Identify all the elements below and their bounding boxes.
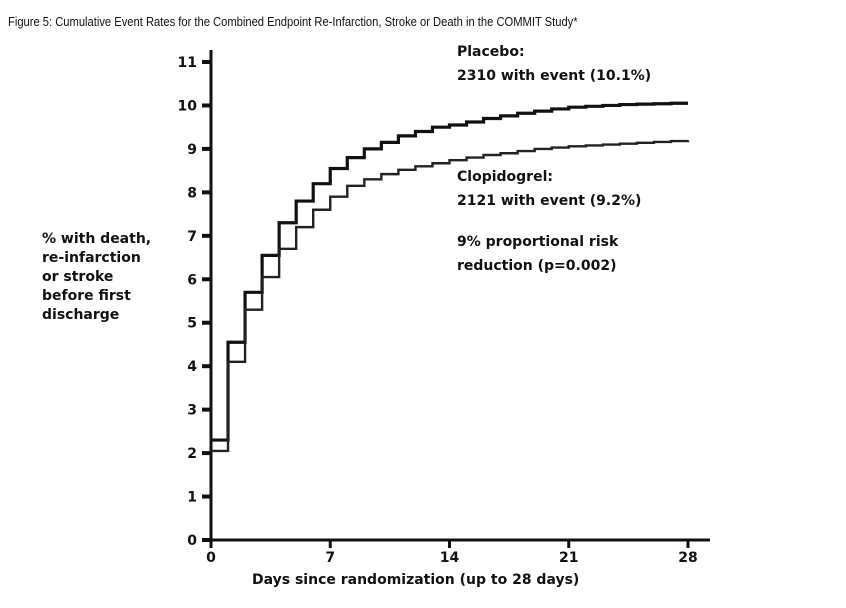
y-tick-label: 11 bbox=[178, 55, 197, 71]
x-tick-label: 14 bbox=[440, 550, 460, 566]
y-tick-label: 9 bbox=[187, 142, 197, 158]
y-tick-label: 4 bbox=[187, 359, 197, 375]
y-tick-label: 7 bbox=[187, 229, 197, 245]
y-tick-label: 6 bbox=[187, 272, 197, 288]
axes: 0 1 2 3 4 5 6 7 8 9 10 11 0 7 14 21 28 bbox=[178, 50, 710, 566]
chart-title: Figure 5: Cumulative Event Rates for the… bbox=[8, 14, 578, 29]
y-axis-label-line: % with death, bbox=[42, 231, 151, 247]
y-tick-label: 0 bbox=[187, 533, 197, 549]
series-clopidogrel-line bbox=[211, 139, 690, 453]
y-tick-label: 10 bbox=[178, 98, 198, 114]
risk-reduction-line1: 9% proportional risk bbox=[457, 234, 619, 250]
placebo-label: Placebo: bbox=[457, 44, 525, 60]
y-axis-label-line: before first bbox=[42, 288, 131, 304]
y-axis-label-line: or stroke bbox=[42, 269, 113, 285]
risk-reduction-line2: reduction (p=0.002) bbox=[457, 258, 616, 274]
y-tick-label: 3 bbox=[187, 403, 197, 419]
x-axis-label: Days since randomization (up to 28 days) bbox=[252, 572, 579, 588]
y-axis-label: % with death, re-infarction or stroke befor… bbox=[42, 231, 151, 323]
y-axis-label-line: discharge bbox=[42, 307, 119, 323]
series-placebo-line bbox=[211, 101, 688, 442]
y-axis-label-line: re-infarction bbox=[42, 250, 141, 266]
y-tick-label: 2 bbox=[187, 446, 197, 462]
placebo-events: 2310 with event (10.1%) bbox=[457, 68, 651, 84]
x-tick-label: 0 bbox=[206, 550, 216, 566]
x-tick-label: 28 bbox=[678, 550, 697, 566]
x-tick-label: 21 bbox=[559, 550, 578, 566]
series-lines bbox=[211, 101, 690, 453]
y-tick-label: 1 bbox=[187, 490, 197, 506]
x-tick-label: 7 bbox=[325, 550, 335, 566]
clopidogrel-label: Clopidogrel: bbox=[457, 169, 553, 185]
y-tick-label: 5 bbox=[187, 316, 197, 332]
clopidogrel-events: 2121 with event (9.2%) bbox=[457, 193, 641, 209]
y-tick-label: 8 bbox=[187, 185, 197, 201]
